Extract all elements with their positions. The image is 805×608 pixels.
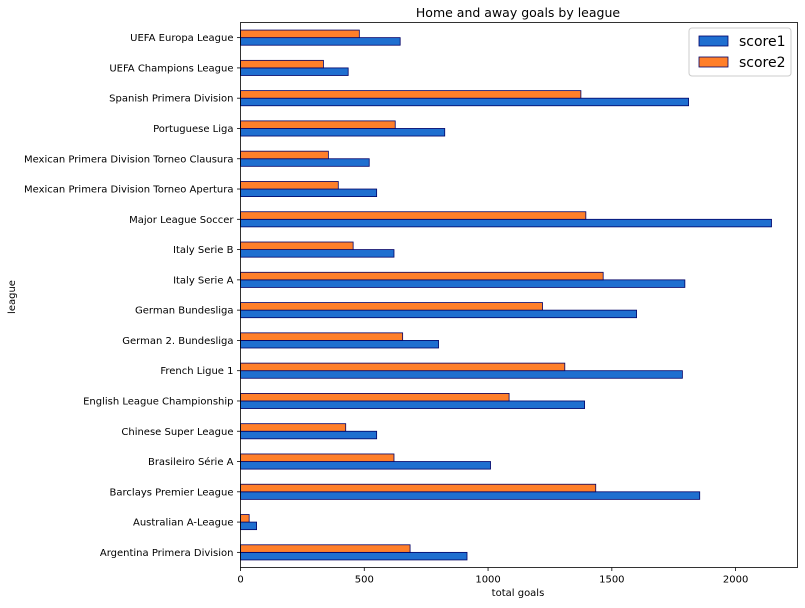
bar-score2-italy-serie-b [240,241,354,250]
plot-frame [240,22,798,568]
bar-score1-italy-serie-b [240,249,395,258]
y-axis-label: league [7,280,18,314]
bar-score2-barclays-premier-league [240,483,597,493]
bar-score2-major-league-soccer [240,211,587,220]
bar-score2-uefa-champions-league [240,59,324,69]
bar-score2-argentina-primera-division [240,544,411,553]
bar-score2-english-league-championship [240,393,510,402]
bar-score1-uefa-europa-league [240,37,401,46]
bar-score2-australian-a-league [240,514,250,523]
x-tick-label-1500: 1500 [599,575,624,586]
legend-label-score2: score2 [739,55,786,71]
bar-score1-chinese-super-league [240,430,378,440]
x-tick-label-0: 0 [237,575,243,586]
bar-score2-brasileiro-serie-a [240,453,395,462]
x-ticks-group: 0 500 1000 1500 2000 [237,567,748,586]
bar-score2-portuguese-liga [240,120,396,129]
bar-score1-mexican-primera-division-torneo-apertura [240,188,378,197]
bar-score1-mexican-primera-division-torneo-clausura [240,158,370,167]
chart-title: Home and away goals by league [416,5,620,20]
x-tick-label-1000: 1000 [475,575,500,586]
y-tick-label-australian-a-league: Australian A-League [133,518,234,529]
y-tick-label-english-league-championship: English League Championship [83,396,233,407]
y-tick-label-mexican-primera-division-torneo-clausura: Mexican Primera Division Torneo Clausura [24,154,234,165]
y-tick-label-chinese-super-league: Chinese Super League [121,427,233,438]
bar-score1-australian-a-league [240,521,257,531]
y-tick-label-major-league-soccer: Major League Soccer [129,215,234,226]
bar-score1-uefa-champions-league [240,67,349,76]
bar-score2-french-ligue-1 [240,362,566,372]
bar-score1-german-bundesliga [240,309,637,319]
bar-score1-portuguese-liga [240,128,446,137]
y-tick-label-uefa-europa-league: UEFA Europa League [130,33,233,44]
bar-score1-spanish-primera-division [240,97,689,107]
legend-swatch-score2 [698,56,729,68]
bar-score2-chinese-super-league [240,423,347,432]
y-tick-label-french-ligue-1: French Ligue 1 [160,366,233,377]
bar-score2-german-bundesliga [240,302,543,311]
bar-score1-english-league-championship [240,400,586,409]
legend-swatch-score1 [698,35,729,47]
y-tick-label-german-bundesliga: German Bundesliga [135,306,234,317]
bar-score1-german-2-bundesliga [240,340,439,349]
y-ticks-group: Argentina Primera Division Australian A-L… [24,33,241,559]
y-tick-label-brasileiro-serie-a: Brasileiro Série A [148,456,234,468]
bar-score1-french-ligue-1 [240,370,683,379]
y-tick-label-mexican-primera-division-torneo-apertura: Mexican Primera Division Torneo Apertura [24,185,234,196]
legend: score1 score2 [688,27,792,77]
x-axis-label: total goals [492,588,545,599]
bar-score2-mexican-primera-division-torneo-apertura [240,181,339,190]
legend-label-score1: score1 [739,34,786,50]
bar-score1-major-league-soccer [240,218,772,228]
bar-score2-mexican-primera-division-torneo-clausura [240,150,329,160]
x-tick-label-500: 500 [355,575,374,586]
bar-score2-german-2-bundesliga [240,332,404,341]
y-tick-label-portuguese-liga: Portuguese Liga [153,124,233,135]
bar-score2-spanish-primera-division [240,90,582,99]
x-tick-label-2000: 2000 [723,575,748,586]
bar-score1-italy-serie-a [240,279,686,288]
y-tick-label-spanish-primera-division: Spanish Primera Division [109,94,233,105]
y-tick-label-argentina-primera-division: Argentina Primera Division [100,548,234,559]
y-tick-label-italy-serie-b: Italy Serie B [173,245,234,256]
bars-group [240,29,772,561]
y-tick-label-german-2-bundesliga: German 2. Bundesliga [122,336,233,347]
y-tick-label-barclays-premier-league: Barclays Premier League [110,487,234,498]
y-tick-label-italy-serie-a: Italy Serie A [173,275,234,286]
y-tick-label-uefa-champions-league: UEFA Champions League [109,63,233,74]
bar-score1-argentina-primera-division [240,551,468,561]
bar-score2-uefa-europa-league [240,29,360,39]
bar-score1-brasileiro-serie-a [240,461,491,470]
bar-score2-italy-serie-a [240,271,604,281]
bar-score1-barclays-premier-league [240,491,701,500]
